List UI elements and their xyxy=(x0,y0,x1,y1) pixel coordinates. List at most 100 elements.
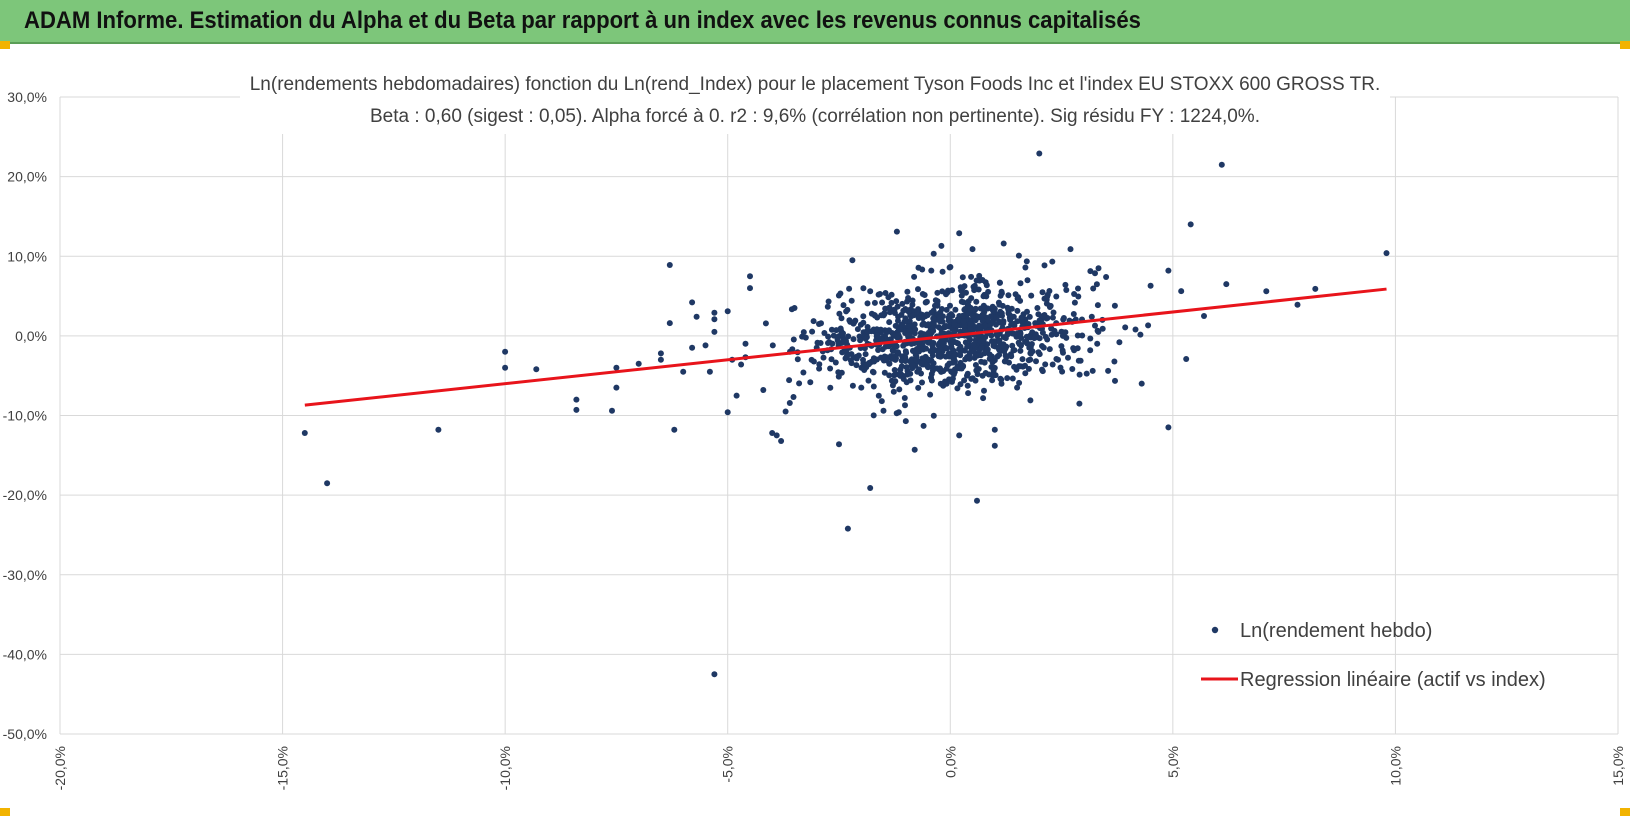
scatter-point xyxy=(943,306,950,313)
scatter-point xyxy=(706,368,713,375)
scatter-point xyxy=(769,342,776,349)
scatter-point xyxy=(989,372,996,379)
scatter-point xyxy=(1087,335,1094,342)
scatter-point xyxy=(769,430,776,436)
scatter-point xyxy=(902,315,909,322)
scatter-point xyxy=(1022,338,1028,345)
scatter-point xyxy=(1026,313,1033,320)
x-tick-labels: -20,0% -15,0% -10,0% -5,0% 0,0% 5,0% 10,0% 15,0… xyxy=(52,746,1626,790)
scatter-point xyxy=(828,326,835,333)
scatter-point xyxy=(1032,320,1039,327)
scatter-point xyxy=(906,318,913,325)
scatter-point xyxy=(902,356,909,363)
scatter-point xyxy=(973,298,980,305)
scatter-point xyxy=(990,365,997,372)
scatter-point xyxy=(975,286,982,293)
scatter-point xyxy=(860,285,867,292)
scatter-point xyxy=(1383,250,1390,257)
scatter-point xyxy=(1015,339,1022,346)
scatter-point xyxy=(1094,302,1101,309)
scatter-point xyxy=(870,412,877,419)
scatter-point xyxy=(832,359,839,366)
scatter-point xyxy=(972,377,979,384)
scatter-point xyxy=(1095,328,1102,335)
scatter-point xyxy=(934,298,941,305)
scatter-point xyxy=(870,369,877,376)
scatter-point xyxy=(666,320,673,327)
scatter-point xyxy=(1022,264,1029,271)
scatter-point xyxy=(990,340,997,347)
scatter-point xyxy=(1006,359,1012,366)
scatter-point xyxy=(1092,270,1098,277)
scatter-point xyxy=(888,377,895,384)
scatter-point xyxy=(918,360,925,367)
scatter-point xyxy=(1036,150,1043,157)
scatter-point xyxy=(862,335,869,342)
scatter-point xyxy=(671,426,678,433)
x-tick-label: 15,0% xyxy=(1610,746,1626,786)
scatter-point xyxy=(925,329,932,336)
scatter-point xyxy=(953,339,960,346)
scatter-point xyxy=(533,366,540,373)
scatter-point xyxy=(1263,288,1270,295)
scatter-point xyxy=(849,257,856,264)
scatter-point xyxy=(892,322,899,329)
scatter-point xyxy=(800,329,807,336)
scatter-point xyxy=(989,359,996,366)
scatter-point xyxy=(1093,281,1100,288)
scatter-point xyxy=(954,385,961,392)
scatter-point xyxy=(1018,314,1025,321)
scatter-point xyxy=(976,272,983,279)
scatter-point xyxy=(900,342,907,349)
scatter-point xyxy=(957,381,964,388)
scatter-point xyxy=(960,318,967,325)
scatter-point xyxy=(972,352,979,359)
scatter-point xyxy=(1145,322,1152,329)
scatter-point xyxy=(935,350,942,357)
scatter-point xyxy=(818,320,824,327)
scatter-point xyxy=(923,298,930,305)
corner-marker-top-right xyxy=(1620,41,1630,49)
scatter-point xyxy=(958,298,965,305)
scatter-point xyxy=(1041,312,1048,318)
scatter-point xyxy=(912,326,919,333)
scatter-point xyxy=(1016,379,1023,386)
scatter-point xyxy=(848,351,855,358)
scatter-point xyxy=(1111,358,1118,365)
scatter-point xyxy=(961,306,968,313)
scatter-point xyxy=(1071,299,1078,306)
scatter-point xyxy=(865,377,872,384)
scatter-point xyxy=(967,325,974,332)
scatter-point xyxy=(911,273,918,280)
scatter-point xyxy=(909,297,916,304)
scatter-point xyxy=(993,331,1000,338)
scatter-point xyxy=(1090,285,1097,292)
scatter-point xyxy=(895,317,901,324)
scatter-point xyxy=(807,379,814,386)
scatter-point xyxy=(929,345,936,352)
scatter-point xyxy=(989,377,996,384)
scatter-point xyxy=(1017,347,1024,354)
scatter-point xyxy=(1116,339,1123,346)
scatter-point xyxy=(917,340,924,347)
corner-marker-top-left xyxy=(0,41,10,49)
scatter-point xyxy=(1138,380,1145,387)
scatter-point xyxy=(902,402,908,409)
scatter-point xyxy=(897,370,904,377)
scatter-point xyxy=(993,321,999,328)
scatter-point xyxy=(959,284,966,291)
scatter-point xyxy=(613,364,620,371)
scatter-point xyxy=(1027,397,1034,404)
scatter-point xyxy=(1183,356,1190,362)
scatter-point xyxy=(996,337,1003,344)
scatter-point xyxy=(680,368,687,375)
scatter-point xyxy=(1016,331,1023,338)
scatter-point xyxy=(790,394,797,400)
scatter-point xyxy=(977,305,984,312)
scatter-point xyxy=(853,362,860,369)
scatter-point xyxy=(573,406,580,413)
scatter-point xyxy=(724,308,731,315)
scatter-point xyxy=(946,264,953,271)
x-tick-label: -20,0% xyxy=(52,746,68,790)
